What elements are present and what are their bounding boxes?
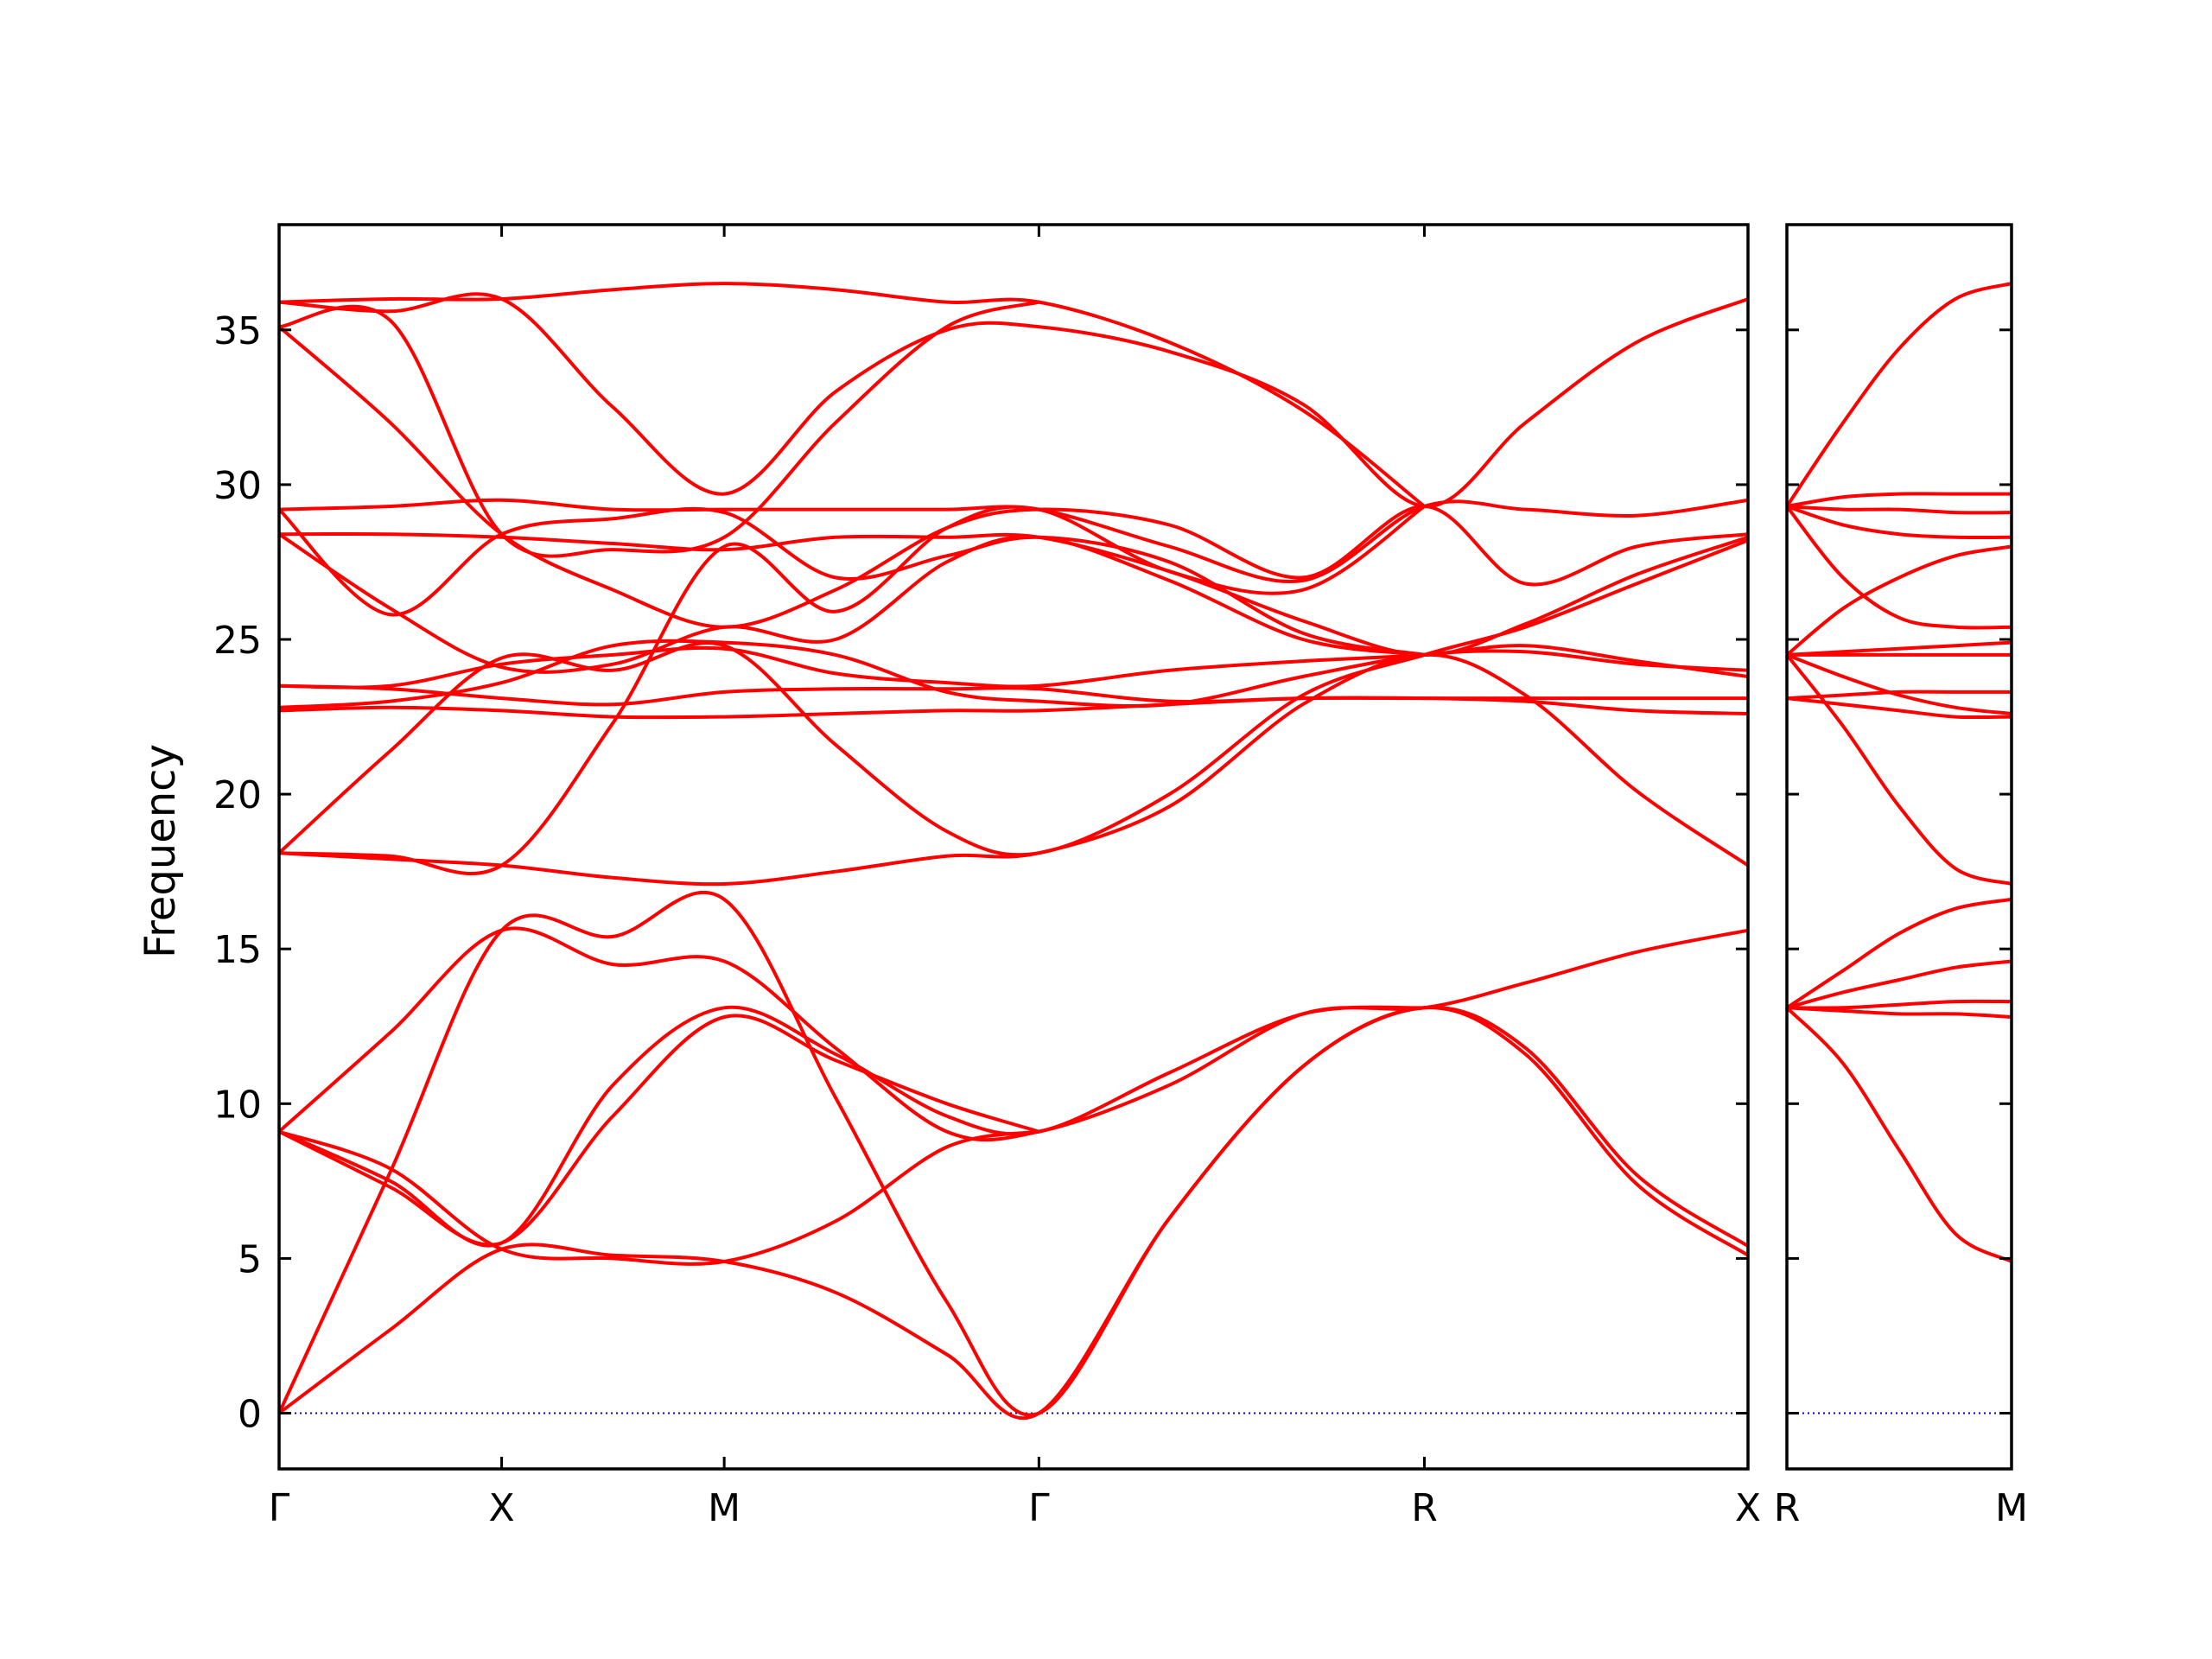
band-2-6 [1787,652,2012,886]
band-1-2 [279,1005,1748,1421]
band-1-5 [279,1129,1041,1266]
band-1-16 [279,531,1748,657]
y-axis-label: Frequency [137,744,185,958]
band-1-6 [279,1014,1041,1247]
band-2-12 [1787,544,2012,657]
band-1-12 [279,644,1748,690]
y-tick-label: 0 [238,1393,262,1437]
y-tick-label: 20 [213,773,262,817]
band-1-1 [279,891,1748,1417]
x-tick-label: R [1774,1486,1801,1530]
panel-frame [277,223,1750,1471]
band-2-7 [1787,690,2012,701]
band-1-20 [279,282,1427,508]
band-2-3 [1787,999,2012,1010]
band-2-9 [1787,652,2012,715]
y-tick-label: 25 [213,619,262,663]
band-2-5 [1787,897,2012,1010]
band-2-13 [1787,505,2012,630]
x-tick-label: X [1735,1486,1761,1530]
band-2-14 [1787,505,2012,540]
panel-frame [1785,223,2013,1471]
band-1-10 [279,696,1748,720]
band-2-4 [1787,959,2012,1010]
x-tick-label: R [1411,1486,1438,1530]
band-2-2 [1787,1006,2012,1019]
y-tick-label: 30 [213,464,262,508]
panel-1: 0 5 10 15 20 25 30 35 Γ X M Γ R X [213,223,1761,1530]
y-tick-label: 15 [213,928,262,972]
y-tick-label: 5 [238,1237,262,1281]
x-tick-label: M [708,1486,741,1530]
band-1-17 [279,498,1748,583]
bands-group [279,282,1748,1421]
band-1-18 [279,325,1748,629]
band-2-8 [1787,696,2012,720]
band-2-17 [1787,282,2012,508]
x-tick-label: M [1995,1486,2028,1530]
band-1-21 [279,300,1041,558]
band-2-15 [1787,505,2012,515]
band-2-1 [1787,1006,2012,1263]
band-2-11 [1787,640,2012,657]
band-1-11 [279,683,1748,707]
band-1-19 [279,292,1748,509]
x-tick-label: X [488,1486,514,1530]
bands-group [1787,282,2012,1263]
band-1-14 [279,532,1427,674]
band-1-13 [279,639,1748,709]
y-tick-label: 35 [213,309,262,353]
band-1-3 [279,926,1748,1142]
band-2-16 [1787,492,2012,508]
y-tick-label: 10 [213,1083,262,1127]
x-tick-label: Γ [269,1486,290,1530]
x-tick-label: Γ [1028,1486,1050,1530]
